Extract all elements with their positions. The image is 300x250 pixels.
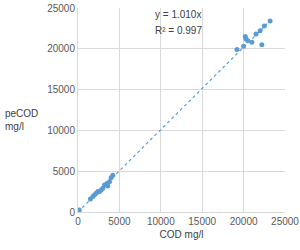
svg-text:10000: 10000: [147, 216, 175, 227]
svg-text:peCODmg/l: peCODmg/l: [5, 108, 38, 132]
svg-text:20000: 20000: [230, 216, 258, 227]
svg-text:0: 0: [69, 207, 75, 218]
svg-text:10000: 10000: [47, 125, 75, 136]
svg-text:5000: 5000: [53, 166, 76, 177]
svg-text:0: 0: [75, 216, 81, 227]
svg-text:20000: 20000: [47, 43, 75, 54]
svg-text:5000: 5000: [108, 216, 131, 227]
svg-text:COD mg/l: COD mg/l: [160, 229, 204, 240]
svg-text:25000: 25000: [47, 3, 75, 14]
svg-text:y = 1.010x: y = 1.010x: [155, 9, 201, 20]
svg-text:25000: 25000: [271, 216, 299, 227]
svg-text:15000: 15000: [188, 216, 216, 227]
svg-text:R² = 0.997: R² = 0.997: [155, 25, 202, 36]
svg-text:15000: 15000: [47, 84, 75, 95]
